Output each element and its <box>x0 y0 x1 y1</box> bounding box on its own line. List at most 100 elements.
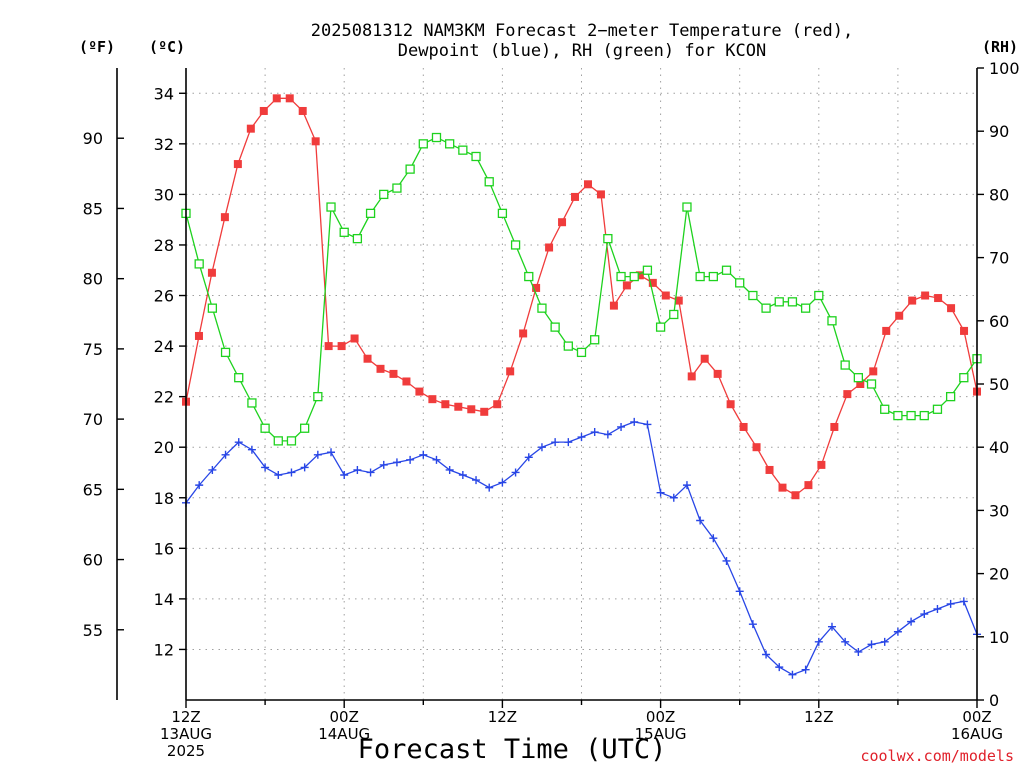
temperature-point <box>493 400 502 409</box>
dewpoint-point <box>392 458 401 467</box>
x-axis-label: Forecast Time (UTC) <box>358 734 667 765</box>
chart-title-line-1: 2025081312 NAM3KM Forecast 2−meter Tempe… <box>311 21 853 41</box>
rh-point <box>365 208 376 219</box>
dewpoint-point <box>762 650 771 659</box>
rh-point <box>642 265 653 275</box>
rh-point <box>880 404 890 414</box>
temperature-point <box>960 326 969 335</box>
fahrenheit-tick-label: 90 <box>83 129 103 148</box>
rh-point <box>537 303 547 313</box>
temperature-point <box>246 124 255 133</box>
dewpoint-series <box>182 417 981 679</box>
celsius-tick-label: 12 <box>154 640 174 659</box>
temperature-point <box>402 377 411 386</box>
temperature-point <box>558 218 567 227</box>
rh-point <box>708 271 718 282</box>
rh-point <box>405 164 415 174</box>
rh-point <box>576 347 587 358</box>
rh-point <box>458 145 468 155</box>
temperature-point <box>752 443 761 452</box>
rh-point <box>695 271 705 282</box>
temperature-point <box>726 400 735 409</box>
celsius-axis-unit: (ºC) <box>149 38 185 56</box>
temperature-point <box>804 481 813 490</box>
rh-point <box>774 297 784 307</box>
x-tick-label: 12Z <box>488 708 517 726</box>
temperature-point <box>519 329 528 338</box>
dewpoint-point <box>472 476 481 485</box>
temperature-point <box>350 334 359 343</box>
temperature-point <box>571 192 580 201</box>
rh-point <box>616 271 626 282</box>
celsius-tick-label: 16 <box>154 539 174 558</box>
rh-point <box>919 410 929 421</box>
dewpoint-point <box>458 471 467 480</box>
rh-point <box>352 233 363 244</box>
rh-point <box>800 303 811 313</box>
dewpoint-point <box>893 627 902 636</box>
temperature-point <box>895 311 904 320</box>
x-tick-label: 00Z <box>330 708 359 726</box>
dewpoint-point <box>946 599 955 608</box>
rh-point <box>550 322 560 332</box>
rh-point <box>260 423 270 433</box>
temperature-point <box>947 304 956 313</box>
rh-tick-label: 10 <box>989 628 1009 647</box>
rh-tick-label: 30 <box>989 501 1009 520</box>
rh-point <box>866 379 877 389</box>
temperature-point <box>765 465 774 474</box>
temperature-point <box>700 354 709 363</box>
dewpoint-point <box>867 640 876 649</box>
fahrenheit-tick-label: 65 <box>83 480 103 499</box>
dewpoint-point <box>287 468 296 477</box>
rh-point <box>497 208 508 219</box>
temperature-point <box>337 342 346 351</box>
dewpoint-point <box>537 443 546 452</box>
dewpoint-point <box>419 450 428 459</box>
temperature-point <box>817 460 826 469</box>
temperature-point <box>454 402 463 411</box>
fahrenheit-tick-label: 70 <box>83 410 103 429</box>
rh-point <box>682 202 692 212</box>
rh-tick-label: 60 <box>989 312 1009 331</box>
temperature-point <box>648 278 657 287</box>
fahrenheit-tick-label: 55 <box>83 621 103 640</box>
dewpoint-point <box>379 460 388 469</box>
x-tick-label: 13AUG <box>160 725 212 743</box>
temperature-point <box>635 271 644 280</box>
temperature-point <box>259 106 268 115</box>
x-tick-label: 16AUG <box>951 725 1003 743</box>
fahrenheit-tick-label: 60 <box>83 551 103 570</box>
dewpoint-point <box>841 637 850 646</box>
rh-tick-label: 20 <box>989 565 1009 584</box>
dewpoint-line <box>185 421 978 676</box>
rh-point <box>220 347 231 358</box>
x-tick-label: 00Z <box>962 708 991 726</box>
rh-point <box>247 398 257 408</box>
rh-point <box>510 240 521 250</box>
rh-point <box>524 271 534 282</box>
credit-text: coolwx.com/models <box>860 747 1014 765</box>
temperature-point <box>583 180 592 189</box>
dewpoint-point <box>933 604 942 613</box>
temperature-point <box>480 407 489 416</box>
temperature-point <box>207 268 216 277</box>
rh-point <box>655 322 666 332</box>
dewpoint-point <box>221 450 230 459</box>
temperature-point <box>272 94 281 103</box>
rh-point <box>787 297 798 307</box>
dewpoint-point <box>234 438 243 447</box>
temperature-point <box>285 94 294 103</box>
dewpoint-point <box>353 465 362 474</box>
dewpoint-point <box>669 493 678 502</box>
temperature-point <box>233 160 242 169</box>
rh-point <box>721 265 732 275</box>
dewpoint-point <box>577 433 586 442</box>
rh-point <box>207 303 218 313</box>
fahrenheit-tick-label: 75 <box>83 340 103 359</box>
rh-point <box>392 183 402 193</box>
celsius-tick-label: 26 <box>154 287 174 306</box>
dewpoint-point <box>524 453 533 462</box>
temperature-point <box>596 190 605 199</box>
temperature-point <box>687 372 696 381</box>
